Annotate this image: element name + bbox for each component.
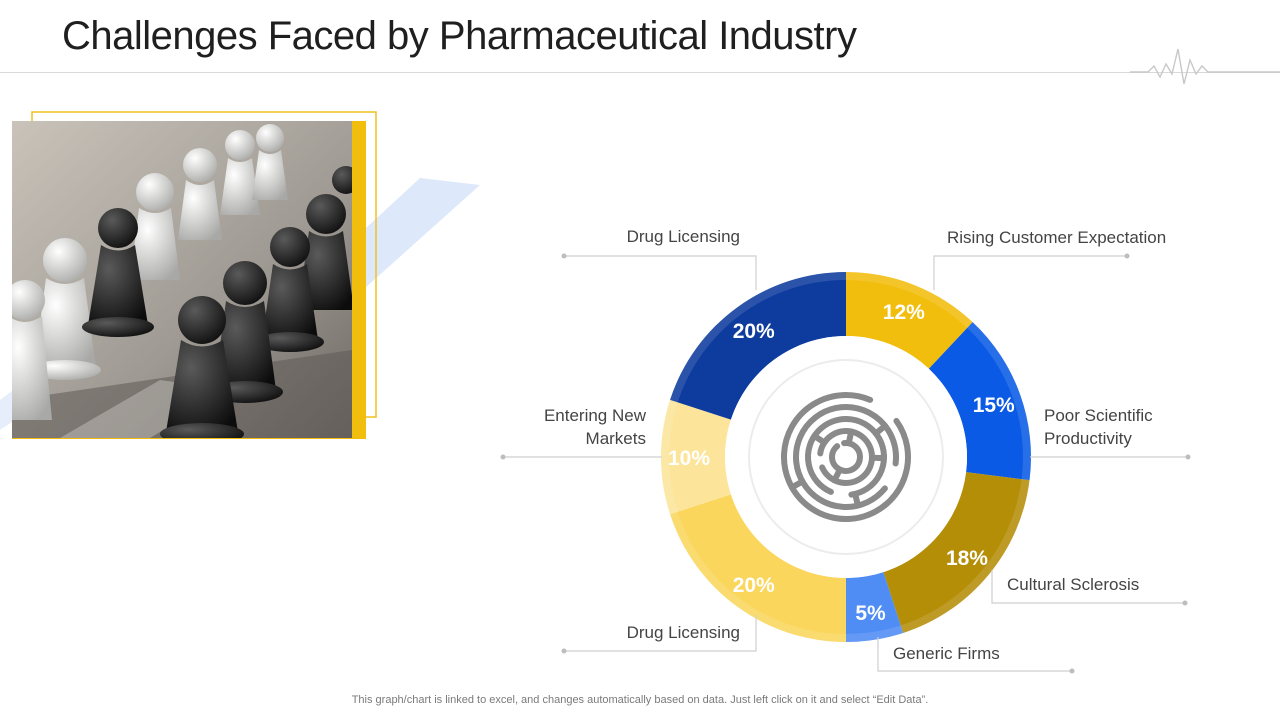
slice-category-label: Cultural Sclerosis bbox=[1007, 575, 1139, 594]
donut-slice-rim bbox=[670, 511, 846, 642]
donut-slice-rim bbox=[670, 272, 846, 403]
donut-slice[interactable] bbox=[846, 572, 904, 642]
slice-category-label: Generic Firms bbox=[893, 644, 1000, 663]
leader-dot bbox=[561, 253, 567, 259]
donut-slice-rim bbox=[846, 272, 973, 328]
donut-slice[interactable] bbox=[670, 272, 846, 420]
leader-dot bbox=[561, 648, 567, 654]
donut-slice[interactable] bbox=[661, 399, 731, 515]
donut-slice-rim bbox=[967, 322, 1032, 481]
leader-dot bbox=[1185, 454, 1191, 460]
slice-value-label: 20% bbox=[733, 320, 775, 343]
title-divider bbox=[0, 72, 1280, 73]
slice-value-label: 12% bbox=[883, 301, 925, 324]
page-title: Challenges Faced by Pharmaceutical Indus… bbox=[62, 14, 857, 58]
leader-dot bbox=[1069, 668, 1075, 674]
donut-slice[interactable] bbox=[883, 472, 1030, 633]
slice-value-label: 10% bbox=[668, 447, 710, 470]
donut-slice-rim bbox=[661, 399, 678, 515]
leader-dot bbox=[1124, 253, 1130, 259]
donut-slice[interactable] bbox=[846, 272, 973, 369]
donut-slice[interactable] bbox=[928, 322, 1032, 481]
maze-icon bbox=[725, 336, 967, 578]
heartbeat-line-icon bbox=[1130, 48, 1280, 85]
slice-value-label: 20% bbox=[733, 574, 775, 597]
donut-slice[interactable] bbox=[670, 494, 846, 642]
slice-category-label: Drug Licensing bbox=[627, 623, 740, 642]
slice-category-label: Drug Licensing bbox=[627, 227, 740, 246]
leader-dot bbox=[500, 454, 506, 460]
chess-photo bbox=[0, 111, 480, 439]
slice-value-label: 18% bbox=[946, 547, 988, 570]
slice-value-label: 5% bbox=[855, 602, 886, 625]
leader-line bbox=[564, 255, 757, 290]
donut-slice-rim bbox=[846, 625, 904, 642]
leader-line bbox=[877, 637, 1072, 672]
leader-dot bbox=[1182, 600, 1188, 606]
leader-line bbox=[991, 570, 1185, 604]
leader-line bbox=[564, 615, 757, 652]
slice-category-label: Rising Customer Expectation bbox=[947, 228, 1166, 247]
slice-category-label: Entering New Markets bbox=[544, 406, 647, 448]
leader-line bbox=[933, 255, 1127, 290]
slice-category-label: Poor Scientific Productivity bbox=[1044, 406, 1153, 448]
slice-value-label: 15% bbox=[973, 394, 1015, 417]
footer-note: This graph/chart is linked to excel, and… bbox=[351, 694, 929, 706]
